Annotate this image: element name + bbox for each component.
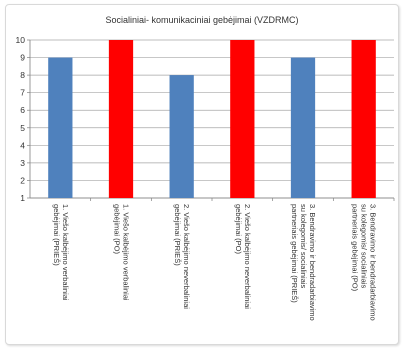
bar-1 <box>48 57 73 198</box>
y-tick-label: 6 <box>20 105 25 115</box>
x-category-label-line: partneriais gebėjimai (PRIEŠ) <box>290 204 299 303</box>
x-category-label: 2. Viešo kalbėjimo neverbaliniaigebėjima… <box>234 204 252 309</box>
axes <box>27 39 395 201</box>
x-category-label-line: gebėjimai (PO) <box>234 204 243 255</box>
y-tick-labels: 1 2 3 4 5 6 7 8 9 10 <box>16 35 26 203</box>
x-category-label-line: partneriais gebėjimai (PO) <box>351 204 360 292</box>
y-tick-label: 8 <box>20 70 25 80</box>
x-category-label-line: su kolegomis/ socialiniais <box>360 204 369 288</box>
x-category-label-line: 3. Bendravimo ir bendradarbiavimo <box>308 204 317 321</box>
bars <box>48 40 376 198</box>
bar-2 <box>108 40 134 198</box>
bar-chart: Socialiniai- komunikaciniai gebėjimai (V… <box>16 15 395 321</box>
x-category-label: 1. Viešo kalbėjimo verbaliniaigebėjimai … <box>113 204 131 301</box>
x-category-label-line: 2. Viešo kalbėjimo neverbaliniai <box>182 204 191 309</box>
y-tick-label: 10 <box>16 35 26 45</box>
y-tick-label: 4 <box>20 140 25 150</box>
x-category-label-line: 1. Viešo kalbėjimo verbaliniai <box>61 204 70 301</box>
bar-5 <box>290 57 316 198</box>
x-category-label-line: 2. Viešo kalbėjimo neverbaliniai <box>243 204 252 309</box>
x-category-label-line: gebėjimai (PRIEŠ) <box>52 204 61 266</box>
chart-frame: Socialiniai- komunikaciniai gebėjimai (V… <box>5 4 399 345</box>
y-tick-label: 7 <box>20 88 25 98</box>
gridlines <box>30 39 394 199</box>
y-tick-label: 9 <box>20 53 25 63</box>
y-tick-label: 5 <box>20 123 25 133</box>
y-tick-label: 3 <box>20 158 25 168</box>
bar-6 <box>351 40 376 198</box>
x-category-label-line: 1. Viešo kalbėjimo verbaliniai <box>122 204 131 301</box>
x-category-label: 1. Viešo kalbėjimo verbaliniaigebėjimai … <box>52 204 70 301</box>
x-category-labels: 1. Viešo kalbėjimo verbaliniaigebėjimai … <box>52 204 378 321</box>
bar-3 <box>169 75 194 198</box>
chart-title: Socialiniai- komunikaciniai gebėjimai (V… <box>105 15 298 25</box>
x-category-label-line: gebėjimai (PO) <box>113 204 122 255</box>
y-tick-label: 2 <box>20 175 25 185</box>
x-category-label-line: su kolegomis/ socialiniais <box>299 204 308 288</box>
bar-4 <box>230 40 255 198</box>
x-category-label-line: gebėjimai (PRIEŠ) <box>173 204 182 266</box>
y-tick-label: 1 <box>20 193 25 203</box>
x-category-label-line: 3. Bendravimo ir bendradarbiavimo <box>369 204 378 321</box>
x-category-label: 2. Viešo kalbėjimo neverbaliniaigebėjima… <box>173 204 191 309</box>
